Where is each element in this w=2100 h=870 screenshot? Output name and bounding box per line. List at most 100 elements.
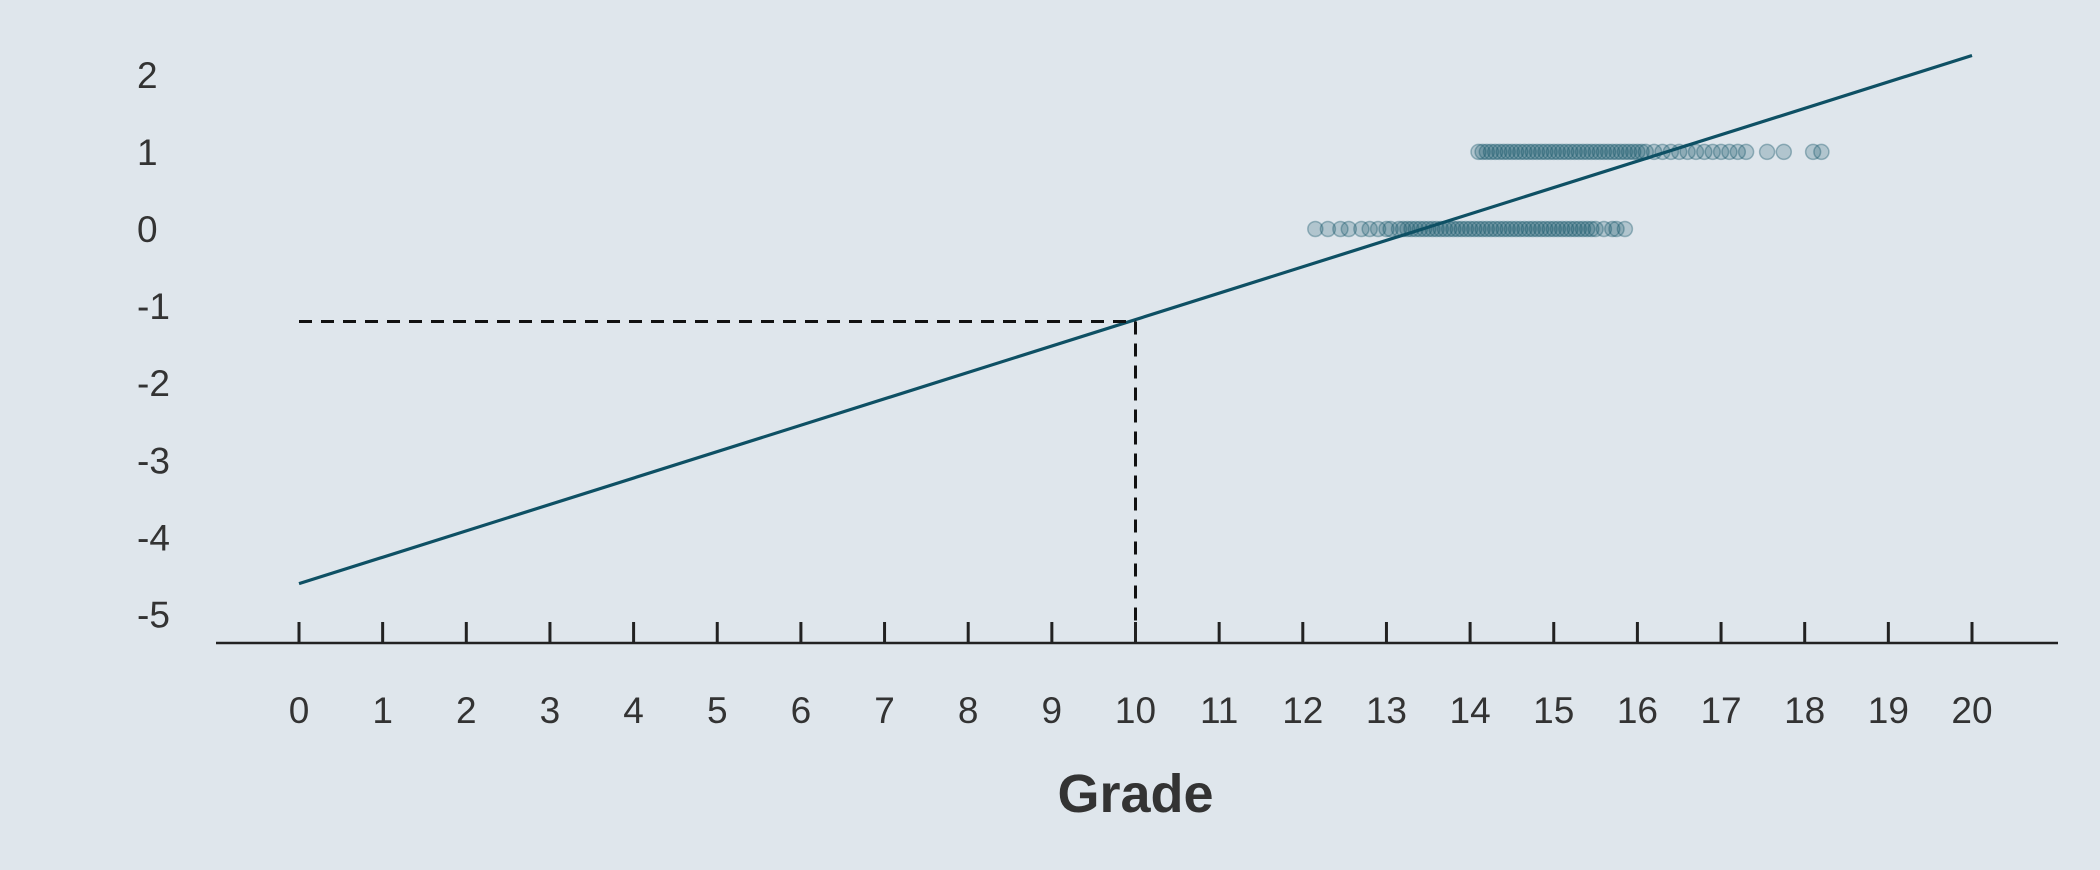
x-tick-label: 2 [456,690,477,731]
data-point [1712,143,1730,161]
fitted-line [298,53,1973,586]
data-point [1758,143,1776,161]
data-point [1369,220,1387,238]
data-point [1737,143,1755,161]
x-tick-label: 12 [1282,690,1323,731]
data-point [1532,220,1550,238]
x-tick-label: 16 [1617,690,1658,731]
data-point [1482,143,1500,161]
data-point [1503,220,1521,238]
data-point [1612,143,1629,161]
data-point [1482,220,1500,238]
data-point [1541,143,1558,161]
data-point [1520,143,1537,161]
data-point [1813,143,1830,161]
x-tick-label: 11 [1200,690,1238,731]
data-point [1499,220,1516,238]
y-tick-label: -3 [137,440,170,481]
data-point [1721,143,1738,161]
data-point [1729,143,1747,161]
data-point [1604,220,1621,238]
data-point [1545,143,1563,161]
data-point [1595,220,1613,238]
data-point [1620,143,1638,161]
x-tick-label: 15 [1533,690,1574,731]
data-point [1319,220,1337,238]
x-tick-label: 0 [289,690,310,731]
data-point [1466,220,1483,238]
data-point [1516,220,1533,238]
data-point [1608,143,1625,161]
data-point [1562,143,1579,161]
data-point [1461,220,1479,238]
data-point [1616,143,1634,161]
data-point [1449,220,1466,238]
data-point [1307,220,1324,238]
x-tick-label: 17 [1700,690,1741,731]
data-point [1340,220,1358,238]
x-tick-label: 6 [791,690,812,731]
data-point [1495,220,1512,238]
data-point [1537,220,1554,238]
data-point [1474,143,1491,161]
x-tick-label: 19 [1868,690,1909,731]
data-point [1804,143,1822,161]
data-point [1382,220,1399,238]
data-point [1353,220,1370,238]
data-point [1474,220,1491,238]
x-tick-label: 8 [958,690,979,731]
data-point [1696,143,1713,161]
x-axis-title: Grade [1057,764,1213,824]
y-tick-label: -5 [137,595,170,636]
data-point [1616,220,1634,238]
x-tick-label: 7 [874,690,895,731]
data-point [1624,143,1642,161]
x-tick-label: 20 [1951,690,1992,731]
data-point [1512,220,1529,238]
data-point [1507,220,1525,238]
y-tick-label: 0 [137,209,158,250]
data-point [1486,143,1504,161]
data-point [1562,220,1579,238]
data-point [1553,220,1571,238]
data-point [1595,143,1613,161]
x-tick-label: 4 [623,690,644,731]
data-point [1528,143,1546,161]
data-point [1537,143,1554,161]
data-point [1478,220,1496,238]
data-point [1558,143,1575,161]
y-tick-label: 2 [137,55,158,96]
data-point [1570,220,1588,238]
data-point [1361,220,1378,238]
data-point [1574,220,1592,238]
data-point [1507,143,1525,161]
data-point [1629,143,1646,161]
data-point [1503,143,1521,161]
data-point [1570,143,1588,161]
x-tick-label: 1 [372,690,393,731]
data-point [1499,143,1516,161]
lines-layer [298,53,1973,642]
data-point [1566,143,1583,161]
y-tick-label: -2 [137,363,170,404]
data-point [1566,220,1583,238]
data-point [1524,220,1542,238]
data-point [1495,143,1512,161]
x-tick-label: 9 [1042,690,1063,731]
data-point [1512,143,1529,161]
y-tick-label: -1 [137,286,170,327]
data-point [1541,220,1558,238]
data-point [1587,220,1604,238]
data-point [1457,220,1475,238]
data-point [1486,220,1504,238]
data-point [1608,220,1625,238]
data-point [1775,143,1793,161]
x-axis: 0 1 2 3 4 5 6 7 8 9 10 11 12 13 14 15 16 17 18 19 20 [216,622,2058,731]
data-point [1583,143,1600,161]
y-tick-label: -4 [137,517,170,558]
data-point [1545,220,1563,238]
data-point [1604,143,1621,161]
data-point [1478,143,1496,161]
data-point [1574,143,1592,161]
